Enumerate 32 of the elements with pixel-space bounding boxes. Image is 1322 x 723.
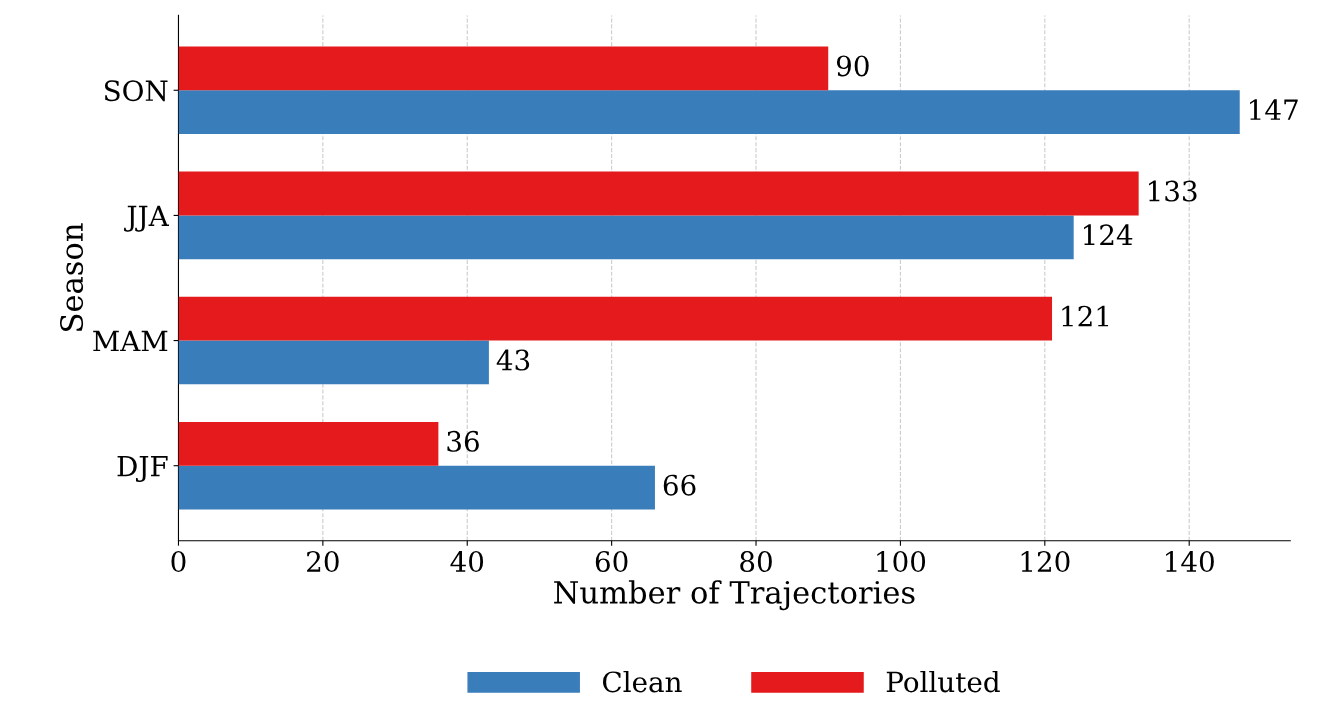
data-label: 66 [663, 474, 696, 496]
data-label: 133 [1149, 180, 1197, 202]
legend-label: Polluted [886, 670, 1000, 693]
y-tick-label: MAM [93, 330, 168, 352]
y-tick-label: JJA [124, 205, 170, 232]
x-tick-label: 120 [1021, 551, 1070, 573]
data-label: 147 [1250, 99, 1298, 120]
y-tick-label: SON [104, 80, 168, 102]
bar [178, 340, 489, 385]
bar [178, 296, 1053, 341]
bar [178, 90, 1240, 135]
x-tick-label: 80 [740, 551, 772, 573]
bar [178, 46, 829, 91]
x-tick-label: 60 [595, 551, 628, 573]
bar [178, 465, 655, 510]
y-axis-title: Season [59, 223, 84, 331]
x-tick-label: 40 [450, 551, 484, 573]
x-axis-title: Number of Trajectories [554, 580, 915, 611]
y-tick-label: DJF [117, 456, 168, 483]
data-label: 43 [496, 349, 530, 371]
bar [178, 171, 1139, 216]
x-tick-label: 20 [307, 551, 339, 573]
data-label: 90 [836, 55, 869, 77]
x-tick-label: 100 [877, 551, 926, 573]
data-label: 124 [1084, 224, 1133, 245]
legend-label: Clean [603, 670, 682, 693]
x-tick-label: 140 [1166, 551, 1214, 573]
data-label: 121 [1062, 305, 1109, 327]
bar [178, 421, 439, 466]
x-tick-label: 0 [171, 551, 186, 573]
data-label: 36 [447, 430, 479, 452]
bar [178, 215, 1074, 260]
